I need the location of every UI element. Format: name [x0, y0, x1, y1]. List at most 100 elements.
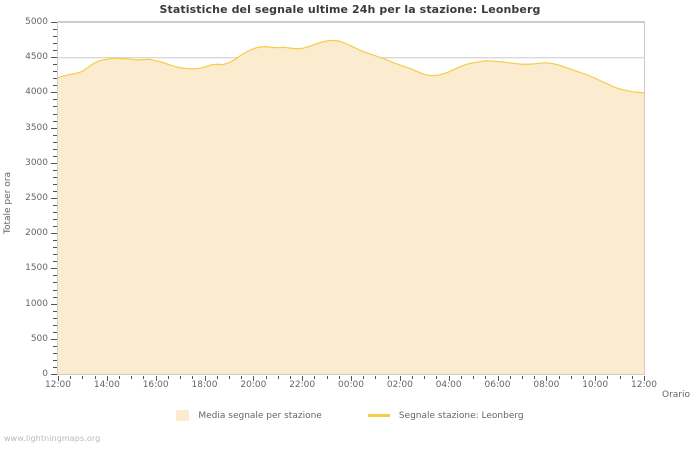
legend-item-label: Media segnale per stazione [198, 410, 322, 421]
line-series-segnale-leonberg [58, 39, 644, 94]
y-tick-minor-mark [53, 261, 57, 263]
y-tick-mark [51, 233, 57, 235]
area-series-media-segnale [58, 40, 644, 374]
x-tick-minor-mark [143, 376, 145, 379]
x-tick-label: 18:00 [191, 380, 218, 390]
y-tick-label: 1500 [25, 263, 48, 274]
x-tick-minor-mark [534, 376, 536, 379]
y-tick-minor-mark [53, 296, 57, 298]
x-tick-minor-mark [167, 376, 169, 379]
y-tick-minor-mark [53, 85, 57, 87]
x-tick-label: 22:00 [289, 380, 316, 390]
y-tick-minor-mark [53, 78, 57, 80]
y-tick-minor-mark [53, 324, 57, 326]
x-tick-label: 00:00 [338, 380, 364, 390]
y-tick-minor-mark [53, 36, 57, 38]
x-tick-minor-mark [363, 376, 365, 379]
y-tick-minor-mark [53, 247, 57, 249]
x-tick-mark [351, 376, 352, 381]
y-tick-mark [51, 162, 57, 164]
y-tick-minor-mark [53, 254, 57, 256]
x-tick-mark [448, 376, 450, 381]
y-tick-minor-mark [53, 240, 57, 242]
y-tick-label: 1000 [25, 298, 48, 309]
x-tick-minor-mark [82, 376, 84, 379]
y-tick-label: 3000 [25, 157, 48, 168]
legend-swatch-line-icon [367, 414, 390, 417]
x-tick-mark [155, 376, 157, 381]
y-tick-label: 0 [42, 369, 48, 379]
y-tick-minor-mark [53, 99, 57, 101]
y-tick-minor-mark [53, 64, 57, 66]
y-tick-minor-mark [53, 205, 57, 207]
y-tick-mark [51, 198, 57, 199]
x-tick-minor-mark [582, 376, 584, 379]
y-tick-label: 3500 [25, 122, 48, 133]
x-tick-minor-mark [265, 376, 267, 379]
legend-item[interactable]: Segnale stazione: Leonberg [367, 410, 524, 421]
x-tick-label: 12:00 [631, 380, 657, 390]
y-tick-minor-mark [53, 345, 57, 347]
y-tick-minor-mark [53, 226, 57, 228]
y-tick-label: 4000 [25, 87, 48, 98]
x-tick-minor-mark [387, 376, 389, 379]
chart-title: Statistiche del segnale ultime 24h per l… [159, 3, 541, 16]
y-tick-minor-mark [53, 120, 57, 122]
x-tick-minor-mark [289, 376, 291, 379]
x-tick-label: 20:00 [240, 380, 267, 390]
y-tick-minor-mark [53, 43, 57, 45]
y-tick-minor-mark [53, 310, 57, 312]
x-tick-minor-mark [192, 376, 194, 379]
x-tick-minor-mark [412, 376, 414, 379]
x-tick-minor-mark [228, 376, 230, 379]
y-tick-minor-mark [53, 212, 57, 214]
x-tick-label: 02:00 [386, 380, 413, 390]
x-tick-mark [204, 376, 206, 381]
x-tick-minor-mark [277, 376, 279, 379]
watermark: www.lightningmaps.org [4, 434, 101, 443]
x-tick-mark [546, 376, 548, 381]
y-axis-title: Totale per ora [3, 172, 13, 234]
y-tick-minor-mark [53, 289, 57, 291]
x-axis: 12:00 14:00 16:00 18:00 20:00 22:00 00:00 02:00… [0, 376, 700, 396]
y-tick-minor-mark [53, 106, 57, 108]
y-tick-minor-mark [53, 317, 57, 319]
x-tick-mark [302, 376, 304, 381]
x-tick-minor-mark [631, 376, 633, 379]
x-tick-minor-mark [509, 376, 511, 379]
legend-item-label: Segnale stazione: Leonberg [398, 410, 524, 421]
x-tick-mark [497, 376, 499, 381]
y-tick-minor-mark [53, 29, 57, 31]
y-tick-mark [51, 127, 57, 129]
x-tick-minor-mark [180, 376, 182, 379]
chart-legend: Media segnale per stazione Segnale stazio… [0, 410, 700, 421]
x-axis-title: Orario [661, 390, 690, 400]
series-layer [58, 39, 644, 374]
x-tick-mark [253, 376, 255, 381]
plot-area [57, 21, 645, 375]
x-tick-minor-mark [70, 376, 72, 379]
y-tick-minor-mark [53, 71, 57, 73]
x-tick-label: 14:00 [93, 380, 120, 390]
y-tick-minor-mark [53, 190, 57, 192]
x-tick-minor-mark [436, 376, 438, 379]
x-tick-minor-mark [94, 376, 96, 379]
y-tick-mark [51, 22, 57, 23]
y-tick-minor-mark [53, 366, 57, 368]
x-tick-minor-mark [570, 376, 572, 379]
legend-item[interactable]: Media segnale per stazione [176, 410, 322, 421]
x-tick-label: 12:00 [45, 380, 71, 390]
x-tick-minor-mark [521, 376, 523, 379]
x-tick-minor-mark [424, 376, 426, 379]
y-tick-mark [51, 374, 57, 375]
x-tick-mark [58, 376, 59, 381]
x-tick-label: 08:00 [533, 380, 560, 390]
chart-plot-svg [58, 22, 644, 374]
legend-swatch-box-icon [176, 410, 190, 421]
y-tick-minor-mark [53, 113, 57, 115]
x-tick-minor-mark [338, 376, 340, 379]
y-tick-label: 5000 [25, 17, 48, 27]
y-tick-label: 4500 [25, 52, 48, 63]
y-tick-minor-mark [53, 183, 57, 185]
x-tick-mark [399, 376, 401, 381]
